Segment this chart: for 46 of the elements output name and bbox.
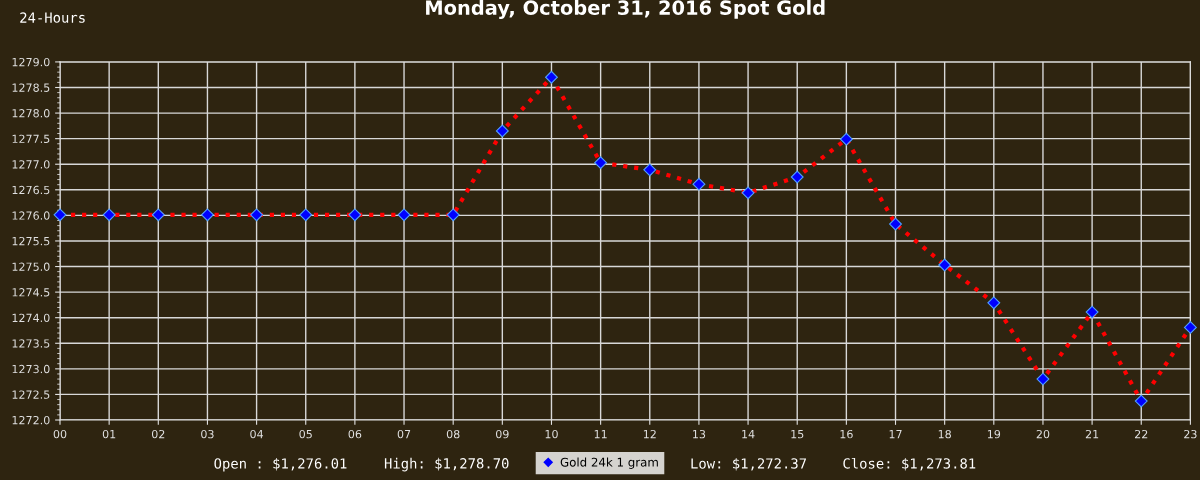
x-tick-label: 09: [495, 429, 509, 439]
x-tick-label: 11: [594, 430, 607, 439]
y-tick-label: 1279.0: [12, 57, 50, 67]
x-tick-label: 16: [840, 429, 853, 439]
y-tick-label: 1274.5: [12, 288, 50, 297]
x-tick-label: 02: [151, 429, 165, 439]
x-tick-label: 13: [693, 429, 706, 439]
text: Open : $1,276.01: [214, 457, 347, 472]
x-tick-label: 05: [299, 429, 312, 439]
x-tick-label: 22: [1135, 429, 1148, 439]
chart-title: Monday, October 31, 2016 Spot Gold: [426, 0, 825, 19]
y-tick-label: 1277.5: [12, 134, 50, 144]
x-tick-label: 21: [1085, 429, 1099, 439]
x-tick-label: 08: [446, 429, 460, 439]
y-tick-label: 1275.5: [12, 236, 50, 246]
x-tick-label: 14: [742, 430, 755, 439]
y-tick-label: 1277.0: [12, 160, 50, 169]
y-tick-label: 1273.5: [12, 339, 50, 348]
x-tick-label: 19: [987, 429, 1001, 439]
x-tick-label: 20: [1036, 429, 1050, 439]
x-tick-label: 17: [889, 430, 902, 439]
legend-label: Gold 24k 1 gram: [560, 457, 658, 469]
text: 24-Hours: [20, 12, 85, 23]
x-tick-label: 12: [643, 429, 656, 439]
x-tick-label: 15: [791, 430, 804, 439]
text: Close: $1,273.81: [843, 457, 976, 471]
x-tick-label: 06: [348, 429, 362, 439]
y-tick-label: 1273.0: [12, 364, 50, 374]
x-tick-label: 18: [938, 429, 951, 439]
x-tick-label: 10: [545, 429, 558, 439]
y-tick-label: 1274.0: [12, 313, 50, 323]
y-tick-label: 1278.5: [12, 83, 50, 92]
y-tick-label: 1276.5: [12, 185, 50, 195]
x-tick-label: 03: [201, 429, 214, 439]
x-tick-label: 23: [1184, 429, 1197, 439]
y-tick-label: 1272.0: [12, 415, 50, 425]
x-tick-label: 00: [53, 429, 67, 439]
x-tick-label: 07: [397, 429, 411, 439]
y-tick-label: 1276.0: [12, 211, 50, 220]
text: High: $1,278.70: [384, 457, 509, 472]
y-tick-label: 1275.0: [12, 262, 50, 271]
x-tick-label: 01: [102, 429, 116, 439]
y-tick-label: 1278.0: [12, 109, 50, 118]
y-tick-label: 1272.5: [12, 390, 50, 399]
text: Low: $1,272.37: [691, 457, 807, 471]
x-tick-label: 04: [250, 429, 264, 439]
